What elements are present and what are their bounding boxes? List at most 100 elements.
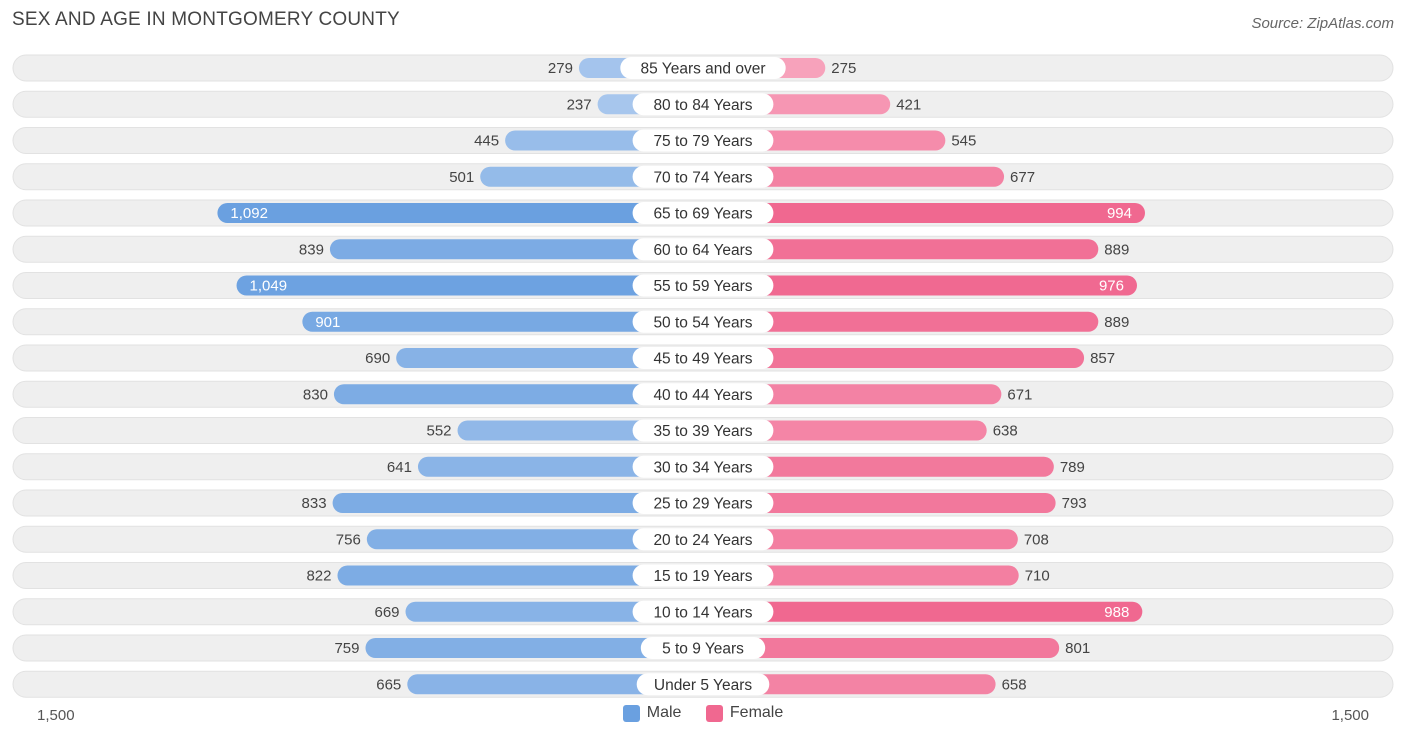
category-pill	[632, 383, 774, 406]
bar-female	[703, 384, 1002, 405]
category-pill	[620, 57, 786, 79]
category-label: 30 to 34 Years	[653, 459, 752, 476]
bar-male	[396, 348, 703, 368]
butterfly-chart: 279 275 85 Years and over 237 421 80 to 84 Ye…	[12, 54, 1394, 698]
value-label-male: 1,049	[250, 278, 288, 295]
bar-male	[407, 674, 703, 695]
category-label: 10 to 14 Years	[653, 604, 752, 621]
value-label-male: 830	[303, 386, 328, 403]
category-label: 20 to 24 Years	[653, 532, 752, 549]
value-label-female: 638	[993, 423, 1018, 440]
value-label-male: 759	[334, 640, 359, 657]
category-label: 75 to 79 Years	[653, 133, 752, 150]
category-label: 50 to 54 Years	[653, 314, 752, 331]
bar-male	[405, 601, 703, 622]
value-label-male: 839	[299, 241, 324, 258]
legend-swatch-female	[705, 704, 723, 722]
value-label-male: 501	[449, 169, 474, 186]
legend-item-female: Female	[705, 704, 783, 722]
category-label: 35 to 39 Years	[653, 423, 752, 440]
legend: Male Female	[0, 704, 1406, 727]
bar-female	[703, 601, 1143, 622]
bar-female	[703, 493, 1056, 513]
bar-female	[703, 311, 1099, 332]
value-label-female: 421	[896, 96, 921, 113]
category-pill	[632, 528, 774, 551]
category-pill	[636, 673, 770, 696]
value-label-female: 671	[1007, 386, 1032, 403]
value-label-female: 710	[1025, 568, 1050, 585]
category-pill	[632, 165, 774, 188]
category-pill	[640, 637, 766, 659]
value-label-male: 445	[474, 133, 499, 150]
bar-female	[703, 420, 987, 441]
category-label: 60 to 64 Years	[653, 242, 752, 259]
value-label-female: 994	[1107, 205, 1132, 222]
legend-item-male: Male	[622, 704, 682, 722]
category-pill	[632, 202, 774, 224]
value-label-female: 275	[831, 60, 856, 77]
bar-female	[703, 565, 1019, 586]
bar-male	[333, 384, 703, 405]
value-label-male: 237	[567, 96, 592, 113]
category-pill	[632, 347, 774, 369]
value-label-female: 677	[1010, 169, 1035, 186]
category-pill	[632, 564, 774, 587]
bar-male	[337, 565, 703, 586]
category-pill	[632, 129, 774, 152]
value-label-male: 552	[427, 423, 452, 440]
axis-left-label: 1,500	[37, 707, 75, 724]
legend-swatch-male	[622, 704, 640, 722]
category-pill	[632, 274, 774, 297]
bar-female	[703, 674, 996, 695]
axis-right-label: 1,500	[1331, 707, 1369, 724]
category-label: 85 Years and over	[641, 61, 766, 78]
bar-female	[703, 456, 1054, 477]
value-label-female: 545	[951, 133, 976, 150]
bar-male	[329, 239, 703, 260]
category-label: Under 5 Years	[654, 677, 752, 694]
category-label: 15 to 19 Years	[653, 568, 752, 585]
value-label-male: 665	[376, 676, 401, 693]
category-label: 5 to 9 Years	[662, 641, 744, 658]
bar-female	[703, 529, 1018, 550]
bar-female	[703, 348, 1085, 368]
bar-male	[236, 275, 703, 296]
value-label-male: 669	[374, 604, 399, 621]
value-label-male: 279	[548, 60, 573, 77]
bar-male	[217, 203, 703, 223]
value-label-female: 857	[1090, 350, 1115, 367]
bar-male	[302, 311, 703, 332]
category-label: 45 to 49 Years	[653, 351, 752, 368]
value-label-female: 789	[1060, 459, 1085, 476]
value-label-female: 988	[1104, 604, 1129, 621]
bar-female	[703, 203, 1145, 223]
source-label: Source: ZipAtlas.com	[1251, 15, 1394, 32]
legend-label-male: Male	[646, 704, 682, 721]
value-label-male: 822	[306, 568, 331, 585]
bar-male	[417, 456, 703, 477]
value-label-male: 1,092	[230, 205, 268, 222]
category-pill	[632, 238, 774, 261]
value-label-male: 833	[302, 495, 327, 512]
value-label-female: 889	[1104, 241, 1129, 258]
bar-female	[703, 638, 1060, 658]
category-label: 80 to 84 Years	[653, 97, 752, 114]
category-label: 25 to 29 Years	[653, 496, 752, 513]
value-label-female: 708	[1024, 531, 1049, 548]
value-label-female: 658	[1002, 676, 1027, 693]
bar-male	[365, 638, 703, 658]
category-label: 70 to 74 Years	[653, 169, 752, 186]
bar-female	[703, 275, 1137, 296]
bar-male	[332, 493, 703, 513]
value-label-male: 756	[336, 531, 361, 548]
value-label-female: 793	[1062, 495, 1087, 512]
category-pill	[632, 310, 774, 333]
category-pill	[632, 492, 774, 514]
category-pill	[632, 455, 774, 478]
value-label-male: 690	[365, 350, 390, 367]
category-pill	[632, 93, 774, 116]
bar-male	[366, 529, 703, 550]
chart-title: SEX AND AGE IN MONTGOMERY COUNTY	[12, 9, 400, 30]
category-pill	[632, 419, 774, 442]
